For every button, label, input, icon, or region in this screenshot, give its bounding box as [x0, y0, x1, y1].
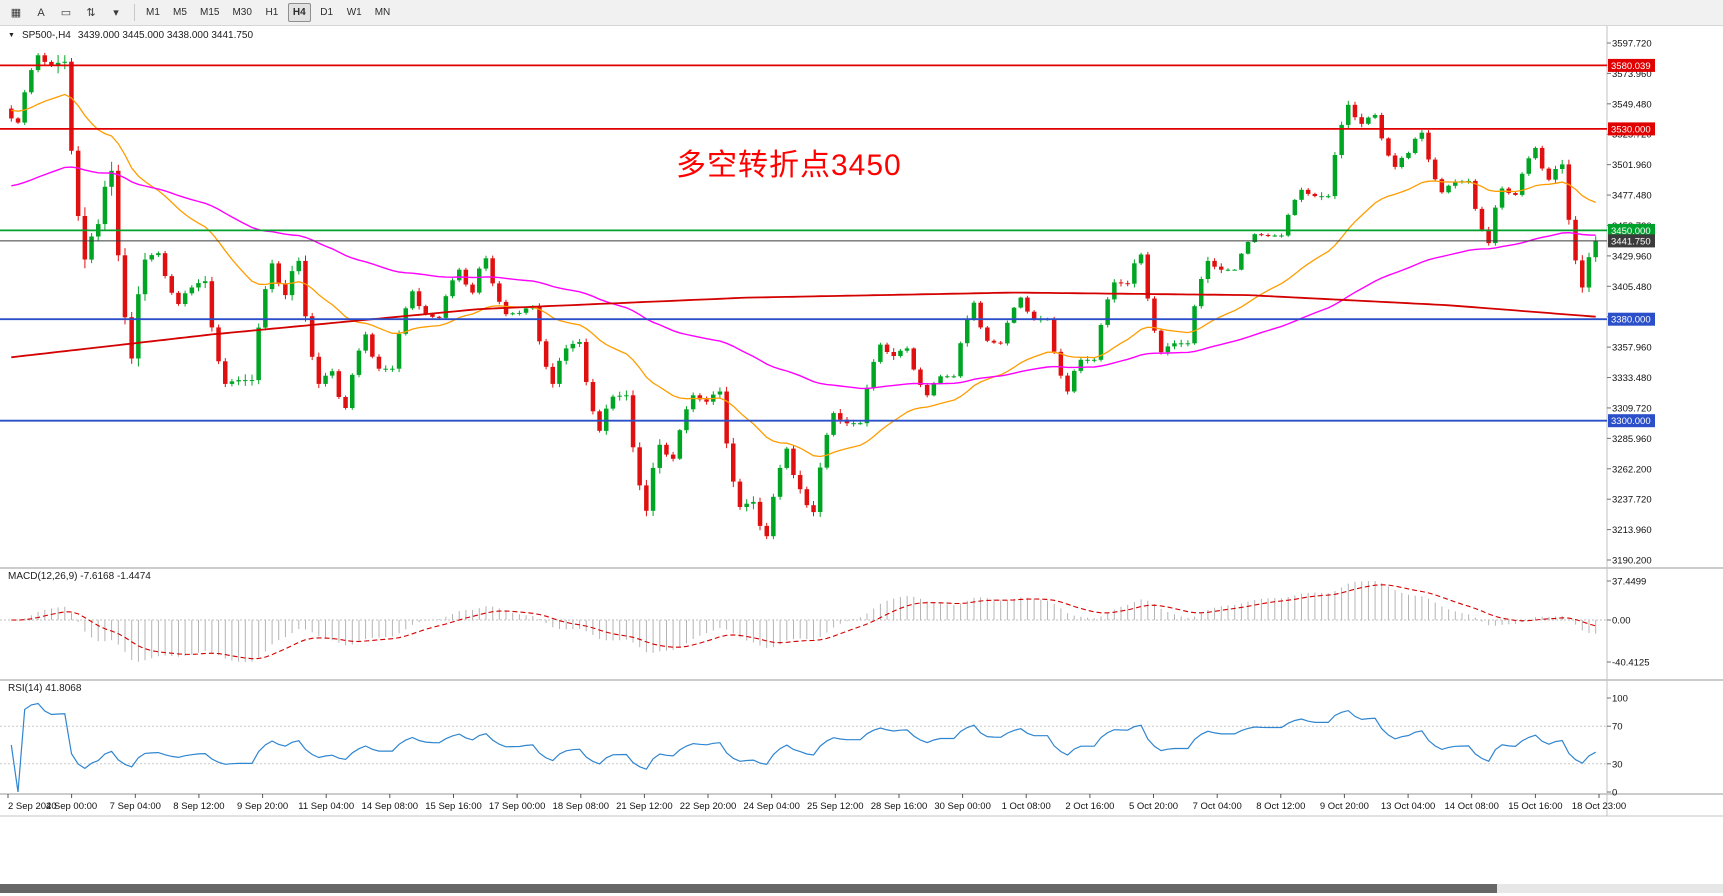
macd-histogram — [17, 581, 1597, 662]
svg-text:25 Sep 12:00: 25 Sep 12:00 — [807, 801, 864, 812]
ma-mid-magenta — [11, 166, 1596, 390]
timeframe-m30[interactable]: M30 — [232, 7, 252, 18]
svg-text:14 Sep 08:00: 14 Sep 08:00 — [362, 801, 419, 812]
svg-text:3573.960: 3573.960 — [1612, 69, 1652, 80]
ohlc-values: 3439.000 3445.000 3438.000 3441.750 — [77, 30, 254, 41]
timeframe-m5[interactable]: M5 — [173, 7, 187, 18]
timeframe-mn[interactable]: MN — [374, 7, 391, 18]
svg-text:3597.720: 3597.720 — [1612, 39, 1652, 50]
toolbar: ▦ A ▭ ⇅ ▾ M1 M5 M15 M30 H1 H4 D1 W1 MN — [0, 0, 1723, 26]
svg-text:3357.960: 3357.960 — [1612, 343, 1652, 354]
svg-text:7 Sep 04:00: 7 Sep 04:00 — [110, 801, 161, 812]
timeframe-group: M1 M5 M15 M30 H1 H4 D1 W1 MN — [142, 3, 394, 22]
ma-slow-red — [11, 291, 1596, 359]
svg-text:22 Sep 20:00: 22 Sep 20:00 — [680, 801, 737, 812]
scrollbar-thumb[interactable] — [0, 884, 1497, 893]
symbol-timeframe-label: SP500-,H4 — [21, 30, 71, 41]
svg-text:17 Sep 00:00: 17 Sep 00:00 — [489, 801, 546, 812]
svg-text:3237.720: 3237.720 — [1612, 495, 1652, 506]
svg-text:7 Oct 04:00: 7 Oct 04:00 — [1193, 801, 1242, 812]
svg-text:3213.960: 3213.960 — [1612, 525, 1652, 536]
svg-text:3530.000: 3530.000 — [1611, 124, 1651, 135]
horizontal-scrollbar[interactable] — [0, 884, 1723, 893]
macd-label: MACD(12,26,9) -7.6168 -1.4474 — [8, 571, 151, 582]
text-tool-icon[interactable]: A — [37, 6, 45, 19]
svg-text:18 Oct 23:00: 18 Oct 23:00 — [1572, 801, 1626, 812]
svg-text:3300.000: 3300.000 — [1611, 416, 1651, 427]
svg-text:14 Oct 08:00: 14 Oct 08:00 — [1444, 801, 1498, 812]
rsi-axis[interactable]: 100 70 30 0 — [1607, 694, 1628, 799]
svg-text:-40.4125: -40.4125 — [1612, 658, 1650, 669]
scale-tool-icon[interactable]: ⇅ — [86, 7, 96, 19]
candles-layer — [9, 52, 1598, 540]
svg-text:13 Oct 04:00: 13 Oct 04:00 — [1381, 801, 1435, 812]
rsi-label: RSI(14) 41.8068 — [8, 683, 82, 694]
svg-text:3285.960: 3285.960 — [1612, 434, 1652, 445]
svg-text:28 Sep 16:00: 28 Sep 16:00 — [871, 801, 928, 812]
svg-text:3190.200: 3190.200 — [1612, 556, 1652, 567]
svg-text:5 Oct 20:00: 5 Oct 20:00 — [1129, 801, 1178, 812]
svg-text:8 Oct 12:00: 8 Oct 12:00 — [1256, 801, 1305, 812]
svg-text:3380.000: 3380.000 — [1611, 315, 1651, 326]
svg-text:3580.039: 3580.039 — [1611, 61, 1651, 72]
dropdown-caret-icon[interactable]: ▾ — [113, 7, 119, 19]
annotation-text: 多空转折点3450 — [676, 149, 902, 182]
timeframe-w1[interactable]: W1 — [346, 7, 362, 18]
svg-text:3441.750: 3441.750 — [1611, 236, 1651, 247]
svg-text:0.00: 0.00 — [1612, 616, 1631, 627]
ma-fast-orange — [11, 93, 1596, 458]
toolbar-divider — [134, 4, 135, 21]
chart-title: ▼ SP500-,H4 3439.000 3445.000 3438.000 3… — [8, 30, 253, 41]
svg-text:2 Oct 16:00: 2 Oct 16:00 — [1065, 801, 1114, 812]
toolbar-icons: ▦ A ▭ ⇅ ▾ — [5, 3, 127, 23]
timeframe-m15[interactable]: M15 — [200, 7, 220, 18]
svg-text:4 Sep 00:00: 4 Sep 00:00 — [46, 801, 97, 812]
svg-text:9 Sep 20:00: 9 Sep 20:00 — [237, 801, 288, 812]
svg-text:18 Sep 08:00: 18 Sep 08:00 — [553, 801, 610, 812]
frame-tool-icon[interactable]: ▭ — [60, 7, 72, 19]
svg-text:21 Sep 12:00: 21 Sep 12:00 — [616, 801, 673, 812]
svg-text:3405.480: 3405.480 — [1612, 282, 1652, 293]
svg-text:15 Oct 16:00: 15 Oct 16:00 — [1508, 801, 1562, 812]
collapse-icon[interactable]: ▼ — [8, 32, 15, 39]
macd-axis[interactable]: 37.4499 0.00 -40.4125 — [1607, 577, 1650, 669]
svg-text:3262.200: 3262.200 — [1612, 464, 1652, 475]
svg-text:11 Sep 04:00: 11 Sep 04:00 — [298, 801, 354, 812]
timeframe-h4[interactable]: H4 — [287, 3, 311, 22]
rsi-line — [10, 702, 1596, 793]
svg-text:2 Sep 2020: 2 Sep 2020 — [8, 801, 57, 812]
price-axis[interactable]: 3597.7203573.9603549.4803525.7203501.960… — [1607, 39, 1655, 567]
svg-text:3549.480: 3549.480 — [1612, 99, 1652, 110]
svg-text:3501.960: 3501.960 — [1612, 160, 1652, 171]
svg-text:24 Sep 04:00: 24 Sep 04:00 — [743, 801, 800, 812]
svg-text:100: 100 — [1612, 694, 1628, 705]
svg-text:9 Oct 20:00: 9 Oct 20:00 — [1320, 801, 1369, 812]
svg-text:1 Oct 08:00: 1 Oct 08:00 — [1002, 801, 1051, 812]
svg-text:30 Sep 00:00: 30 Sep 00:00 — [934, 801, 991, 812]
timeframe-m1[interactable]: M1 — [146, 7, 160, 18]
svg-text:3429.960: 3429.960 — [1612, 251, 1652, 262]
macd-signal-line — [11, 584, 1596, 660]
timeframe-d1[interactable]: D1 — [320, 7, 334, 18]
svg-text:0: 0 — [1612, 788, 1617, 799]
svg-text:3333.480: 3333.480 — [1612, 373, 1652, 384]
svg-text:8 Sep 12:00: 8 Sep 12:00 — [173, 801, 224, 812]
svg-text:30: 30 — [1612, 759, 1623, 770]
svg-text:70: 70 — [1612, 722, 1623, 733]
svg-text:15 Sep 16:00: 15 Sep 16:00 — [425, 801, 482, 812]
timeframe-h1[interactable]: H1 — [265, 7, 279, 18]
svg-text:3450.000: 3450.000 — [1611, 226, 1651, 237]
svg-text:3477.480: 3477.480 — [1612, 191, 1652, 202]
svg-text:37.4499: 37.4499 — [1612, 577, 1646, 588]
svg-text:3309.720: 3309.720 — [1612, 403, 1652, 414]
chart-list-icon[interactable]: ▦ — [10, 7, 22, 19]
